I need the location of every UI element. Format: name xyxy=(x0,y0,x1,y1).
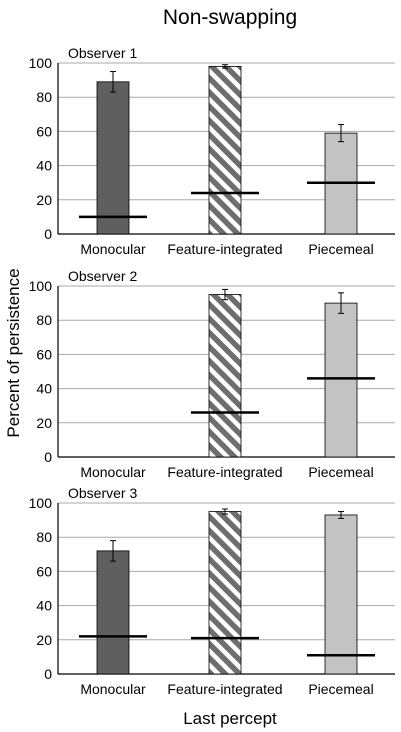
panels: 0 20 40 60 80 100 Observer 1 Monocular Feature-i… xyxy=(29,45,395,697)
y-tick-label: 40 xyxy=(36,598,52,614)
x-tick-label: Piecemeal xyxy=(308,681,373,697)
y-tick-label: 40 xyxy=(36,381,52,397)
y-tick-label: 60 xyxy=(36,123,52,139)
x-tick-label: Piecemeal xyxy=(308,464,373,480)
bar-feature-integrated xyxy=(208,294,242,458)
panel-title: Observer 3 xyxy=(68,485,137,501)
y-tick-label: 0 xyxy=(44,449,52,465)
x-tick-label: Monocular xyxy=(80,464,146,480)
y-tick-label: 60 xyxy=(36,346,52,362)
y-tick-label: 100 xyxy=(29,55,53,71)
x-axis-label: Last percept xyxy=(183,709,277,728)
panel-observer-1: 0 20 40 60 80 100 Observer 1 Monocular Feature-i… xyxy=(29,45,395,257)
y-axis-label: Percent of persistence xyxy=(4,268,23,437)
x-tick-label: Monocular xyxy=(80,241,146,257)
bar-piecemeal xyxy=(324,514,358,675)
panel-observer-2: 0 20 40 60 80 100 Observer 2 Monocular Feature-i… xyxy=(29,268,395,480)
y-tick-label: 80 xyxy=(36,529,52,545)
y-tick-label: 40 xyxy=(36,158,52,174)
y-tick-label: 80 xyxy=(36,312,52,328)
bar-monocular xyxy=(96,550,130,675)
y-tick-label: 100 xyxy=(29,278,53,294)
y-tick-label: 100 xyxy=(29,495,53,511)
bar-monocular xyxy=(96,81,130,235)
y-tick-label: 20 xyxy=(36,632,52,648)
panel-observer-3: 0 20 40 60 80 100 Observer 3 Monocular Feature-i… xyxy=(29,485,395,697)
x-tick-label: Piecemeal xyxy=(308,241,373,257)
panel-title: Observer 1 xyxy=(68,45,137,61)
y-tick-label: 20 xyxy=(36,192,52,208)
x-tick-label: Feature-integrated xyxy=(167,241,282,257)
x-tick-label: Feature-integrated xyxy=(167,681,282,697)
bar-piecemeal xyxy=(324,302,358,458)
figure-title: Non-swapping xyxy=(163,6,297,29)
y-tick-label: 20 xyxy=(36,415,52,431)
panel-title: Observer 2 xyxy=(68,268,137,284)
x-tick-label: Feature-integrated xyxy=(167,464,282,480)
y-tick-label: 0 xyxy=(44,226,52,242)
bar-feature-integrated xyxy=(208,511,242,675)
y-tick-label: 0 xyxy=(44,666,52,682)
y-tick-label: 60 xyxy=(36,563,52,579)
y-tick-label: 80 xyxy=(36,89,52,105)
bar-feature-integrated xyxy=(208,66,242,235)
x-tick-label: Monocular xyxy=(80,681,146,697)
